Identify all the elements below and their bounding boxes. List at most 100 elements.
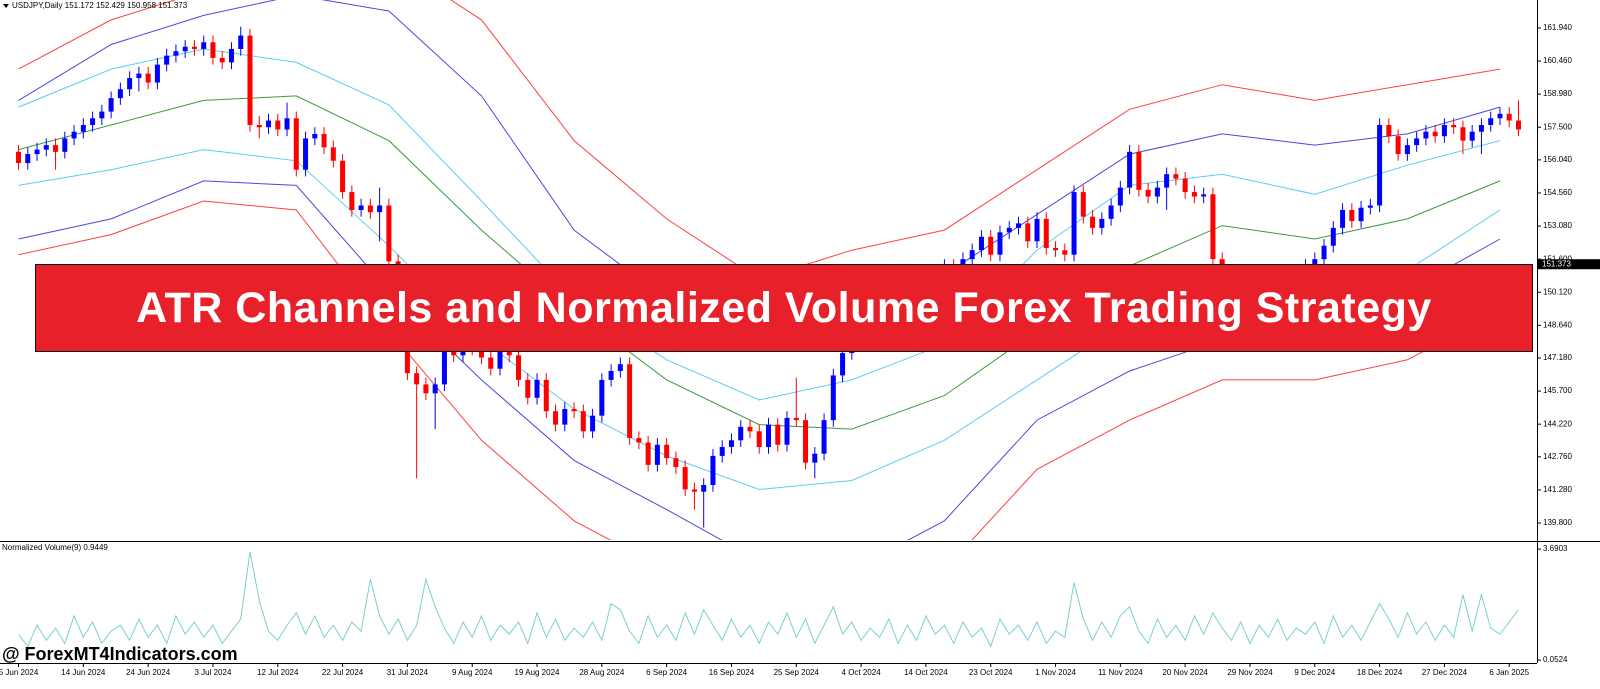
candle-body bbox=[1414, 138, 1420, 146]
y-tick-label: 0.0524 bbox=[1543, 655, 1568, 664]
banner: ATR Channels and Normalized Volume Forex… bbox=[35, 264, 1533, 352]
candle-body bbox=[1154, 187, 1160, 197]
symbol-menu-arrow[interactable] bbox=[3, 4, 9, 8]
candle-body bbox=[1451, 124, 1457, 128]
candle-body bbox=[1053, 247, 1059, 251]
candle-body bbox=[719, 446, 725, 456]
candle-body bbox=[154, 64, 160, 83]
y-tick-label: 154.560 bbox=[1543, 188, 1572, 197]
candle-body bbox=[173, 51, 179, 56]
candle-body bbox=[182, 46, 188, 52]
candle-body bbox=[1071, 192, 1077, 255]
candle-body bbox=[136, 73, 142, 79]
candle-body bbox=[608, 370, 614, 380]
x-tick-label: 14 Oct 2024 bbox=[904, 668, 948, 677]
volume-pane bbox=[18, 551, 1519, 648]
candle-body bbox=[238, 35, 244, 49]
candle-body bbox=[1330, 227, 1336, 246]
candle-body bbox=[312, 133, 318, 139]
candle-body bbox=[1127, 151, 1133, 188]
y-tick-label: 139.800 bbox=[1543, 518, 1572, 527]
candle-body bbox=[580, 411, 586, 432]
candle-body bbox=[228, 48, 234, 63]
candle-body bbox=[1377, 124, 1383, 206]
candle-body bbox=[441, 344, 447, 385]
x-tick-label: 9 Dec 2024 bbox=[1294, 668, 1335, 677]
x-tick-label: 25 Sep 2024 bbox=[774, 668, 820, 677]
candle-body bbox=[969, 250, 975, 260]
candle-body bbox=[53, 145, 59, 152]
candle-body bbox=[1506, 113, 1512, 121]
candle-body bbox=[1469, 131, 1475, 141]
candle-body bbox=[145, 73, 151, 83]
candle-body bbox=[358, 205, 364, 210]
y-tick-label: 153.080 bbox=[1543, 221, 1572, 230]
candle-body bbox=[34, 149, 40, 155]
candle-body bbox=[1173, 174, 1179, 179]
candle-body bbox=[1210, 194, 1216, 260]
candle-body bbox=[303, 138, 309, 170]
y-tick-label: 147.180 bbox=[1543, 353, 1572, 362]
x-tick-label: 20 Nov 2024 bbox=[1162, 668, 1208, 677]
candle-body bbox=[1099, 218, 1105, 228]
candle-body bbox=[1497, 113, 1503, 119]
indicator-name: Normalized Volume(9) bbox=[2, 543, 81, 552]
y-tick-label: 157.500 bbox=[1543, 122, 1572, 131]
high: 152.429 bbox=[96, 1, 125, 10]
candle-body bbox=[414, 373, 420, 385]
candle-body bbox=[108, 98, 114, 112]
candle-body bbox=[1006, 227, 1012, 233]
candle-body bbox=[488, 357, 494, 369]
y-tick-label: 151.600 bbox=[1543, 254, 1572, 263]
candle-body bbox=[1015, 223, 1021, 228]
candle-body bbox=[275, 120, 281, 130]
x-tick-label: 29 Nov 2024 bbox=[1227, 668, 1273, 677]
candle-body bbox=[747, 426, 753, 432]
candle-body bbox=[497, 350, 503, 369]
candle-body bbox=[219, 57, 225, 63]
candle-body bbox=[62, 138, 68, 152]
x-tick-label: 1 Nov 2024 bbox=[1035, 668, 1076, 677]
x-tick-label: 24 Jun 2024 bbox=[126, 668, 171, 677]
candle-body bbox=[210, 42, 216, 58]
candle-body bbox=[562, 408, 568, 425]
candle-body bbox=[784, 417, 790, 445]
price-marker bbox=[1538, 259, 1600, 270]
x-tick-label: 28 Aug 2024 bbox=[579, 668, 624, 677]
y-tick-label: 161.940 bbox=[1543, 23, 1572, 32]
candle-body bbox=[1090, 216, 1096, 228]
candle-body bbox=[127, 78, 133, 90]
candle-body bbox=[840, 353, 846, 376]
candle-body bbox=[664, 444, 670, 459]
x-tick-label: 23 Oct 2024 bbox=[969, 668, 1013, 677]
candle-body bbox=[1201, 194, 1207, 197]
x-tick-label: 6 Jan 2025 bbox=[1489, 668, 1529, 677]
candle-body bbox=[988, 236, 994, 255]
candle-body bbox=[1025, 223, 1031, 242]
candle-body bbox=[266, 120, 272, 128]
x-tick-label: 5 Jun 2024 bbox=[0, 668, 39, 677]
x-tick-label: 27 Dec 2024 bbox=[1422, 668, 1468, 677]
candle-body bbox=[1386, 124, 1392, 137]
y-tick-label: 160.460 bbox=[1543, 56, 1572, 65]
y-tick-label: 158.980 bbox=[1543, 89, 1572, 98]
price-marker-label: 151.373 bbox=[1542, 259, 1571, 268]
candle-body bbox=[1043, 218, 1049, 248]
candle-body bbox=[1488, 118, 1494, 125]
candle-body bbox=[1117, 187, 1123, 206]
volume-line bbox=[18, 551, 1519, 648]
indicator-value: 0.9449 bbox=[83, 543, 108, 552]
candle-body bbox=[201, 42, 207, 49]
candle-body bbox=[1367, 205, 1373, 208]
channel-line bbox=[18, 95, 1501, 430]
candle-body bbox=[1034, 218, 1040, 242]
x-tick-label: 4 Oct 2024 bbox=[842, 668, 882, 677]
candle-body bbox=[516, 355, 522, 380]
indicator-header: Normalized Volume(9) 0.9449 bbox=[2, 543, 108, 552]
candle-body bbox=[830, 375, 836, 421]
candle-body bbox=[645, 442, 651, 465]
x-tick-label: 16 Sep 2024 bbox=[709, 668, 755, 677]
candle-body bbox=[803, 420, 809, 463]
candle-body bbox=[117, 89, 123, 99]
x-tick-label: 19 Aug 2024 bbox=[515, 668, 560, 677]
